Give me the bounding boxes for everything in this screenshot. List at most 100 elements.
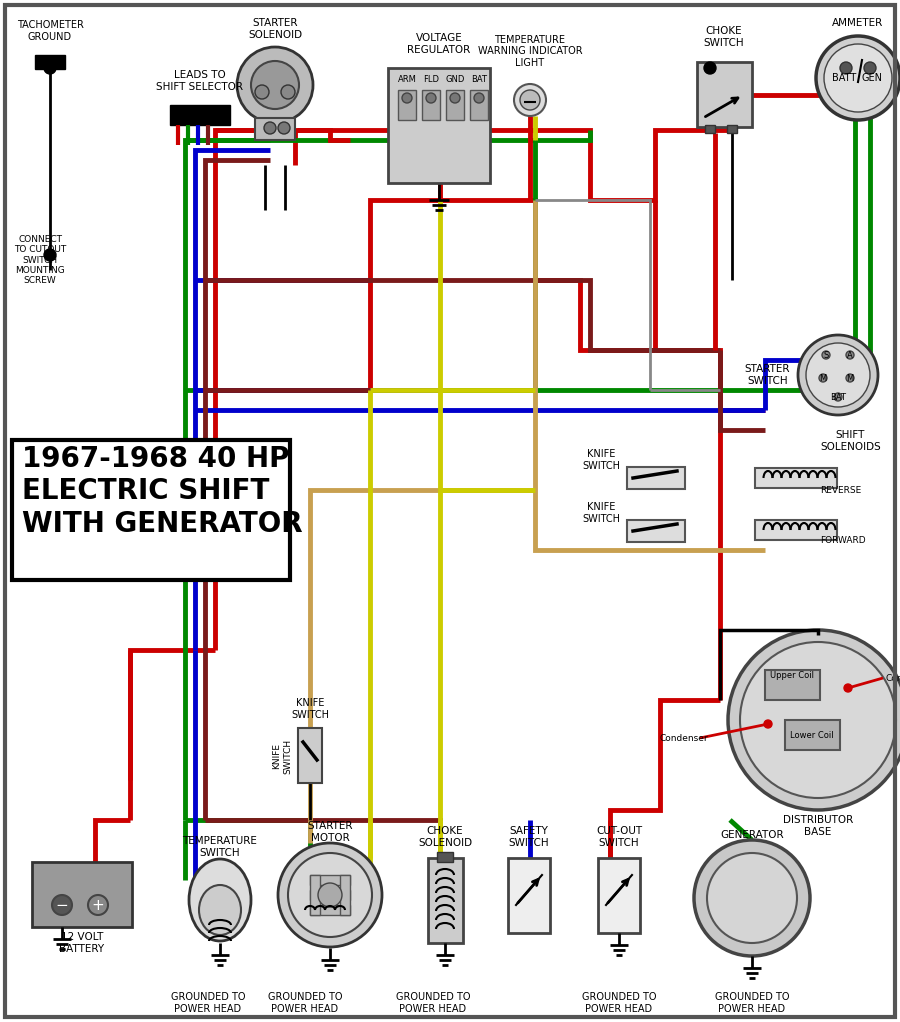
Text: Condenser: Condenser: [885, 673, 900, 683]
Bar: [422, 90, 440, 120]
Bar: [35, 55, 65, 69]
Text: 1967-1968 40 HP
ELECTRIC SHIFT
WITH GENERATOR: 1967-1968 40 HP ELECTRIC SHIFT WITH GENE…: [22, 445, 302, 538]
Text: CONNECT
TO CUTOUT
SWITCH
MOUNTING
SCREW: CONNECT TO CUTOUT SWITCH MOUNTING SCREW: [14, 235, 67, 285]
Circle shape: [694, 840, 810, 956]
Circle shape: [824, 44, 892, 112]
Bar: [298, 728, 322, 783]
Circle shape: [255, 85, 269, 99]
Bar: [755, 468, 837, 487]
Circle shape: [426, 93, 436, 103]
Bar: [697, 62, 752, 127]
Text: FORWARD: FORWARD: [820, 536, 866, 545]
Circle shape: [844, 684, 852, 692]
Text: CHOKE
SOLENOID: CHOKE SOLENOID: [418, 827, 472, 848]
Text: GROUNDED TO
POWER HEAD: GROUNDED TO POWER HEAD: [581, 992, 656, 1014]
Circle shape: [88, 895, 108, 915]
Bar: [508, 858, 550, 933]
Text: GEN: GEN: [861, 73, 883, 83]
Text: STARTER
SOLENOID: STARTER SOLENOID: [248, 18, 302, 40]
Text: SHIFT
SOLENOIDS: SHIFT SOLENOIDS: [820, 430, 881, 452]
Circle shape: [840, 62, 852, 74]
Circle shape: [816, 36, 900, 120]
Circle shape: [278, 122, 290, 134]
Circle shape: [864, 62, 876, 74]
Bar: [765, 670, 820, 700]
Bar: [755, 520, 837, 540]
Circle shape: [318, 883, 342, 907]
Circle shape: [237, 47, 313, 123]
Circle shape: [819, 374, 827, 382]
Bar: [705, 125, 715, 133]
Text: Upper Coil: Upper Coil: [770, 670, 814, 680]
Circle shape: [728, 630, 900, 810]
Text: KNIFE
SWITCH: KNIFE SWITCH: [291, 698, 329, 721]
Ellipse shape: [189, 860, 251, 941]
Bar: [785, 721, 840, 750]
Circle shape: [402, 93, 412, 103]
Circle shape: [52, 895, 72, 915]
Circle shape: [834, 393, 842, 401]
Circle shape: [764, 721, 772, 728]
Text: REVERSE: REVERSE: [820, 485, 861, 495]
Text: VOLTAGE
REGULATOR: VOLTAGE REGULATOR: [408, 34, 471, 55]
Text: Condenser: Condenser: [660, 734, 708, 743]
Text: KNIFE
SWITCH: KNIFE SWITCH: [273, 739, 292, 774]
Bar: [310, 875, 350, 885]
Circle shape: [704, 62, 716, 74]
Circle shape: [450, 93, 460, 103]
Text: BAT: BAT: [830, 392, 846, 402]
Text: +: +: [92, 897, 104, 913]
Bar: [310, 890, 350, 900]
Text: CHOKE
SWITCH: CHOKE SWITCH: [704, 27, 744, 48]
Bar: [398, 90, 416, 120]
Text: 12 VOLT
BATTERY: 12 VOLT BATTERY: [59, 932, 104, 954]
Text: KNIFE
SWITCH: KNIFE SWITCH: [582, 450, 620, 471]
Bar: [627, 520, 685, 542]
Bar: [428, 858, 463, 943]
Circle shape: [806, 343, 870, 407]
Circle shape: [474, 93, 484, 103]
Circle shape: [281, 85, 295, 99]
Circle shape: [251, 61, 299, 109]
Text: M: M: [819, 373, 826, 382]
Circle shape: [44, 249, 56, 261]
Circle shape: [798, 335, 878, 415]
Circle shape: [707, 853, 797, 943]
Text: BATT: BATT: [832, 73, 856, 83]
Bar: [470, 90, 488, 120]
Ellipse shape: [199, 885, 241, 935]
Circle shape: [520, 90, 540, 110]
Text: BAT: BAT: [471, 75, 487, 84]
Bar: [627, 467, 685, 489]
Circle shape: [846, 374, 854, 382]
Text: A: A: [847, 351, 853, 360]
Circle shape: [264, 122, 276, 134]
Bar: [310, 875, 320, 915]
Bar: [12, 440, 290, 580]
Bar: [388, 68, 490, 183]
Circle shape: [822, 351, 830, 359]
Text: SAFETY
SWITCH: SAFETY SWITCH: [508, 827, 549, 848]
Text: GROUNDED TO
POWER HEAD: GROUNDED TO POWER HEAD: [171, 992, 245, 1014]
Circle shape: [288, 853, 372, 937]
Text: GROUNDED TO
POWER HEAD: GROUNDED TO POWER HEAD: [715, 992, 789, 1014]
Text: STARTER
MOTOR: STARTER MOTOR: [307, 822, 353, 843]
Bar: [170, 105, 230, 125]
Circle shape: [278, 843, 382, 947]
Bar: [310, 905, 350, 915]
Text: AMMETER: AMMETER: [832, 18, 884, 28]
Text: TEMPERATURE
WARNING INDICATOR
LIGHT: TEMPERATURE WARNING INDICATOR LIGHT: [478, 35, 582, 68]
Circle shape: [514, 84, 546, 117]
Circle shape: [846, 351, 854, 359]
Text: CUT-OUT
SWITCH: CUT-OUT SWITCH: [596, 827, 642, 848]
Text: S: S: [824, 351, 829, 360]
Text: STARTER
SWITCH: STARTER SWITCH: [744, 364, 790, 385]
Text: −: −: [56, 897, 68, 913]
Text: LEADS TO
SHIFT SELECTOR: LEADS TO SHIFT SELECTOR: [157, 71, 244, 92]
Text: DISTRIBUTOR
BASE: DISTRIBUTOR BASE: [783, 815, 853, 837]
Circle shape: [740, 642, 896, 798]
Text: ARM: ARM: [398, 75, 417, 84]
Bar: [727, 125, 737, 133]
Text: TACHOMETER
GROUND: TACHOMETER GROUND: [16, 20, 84, 42]
Text: FLD: FLD: [423, 75, 439, 84]
